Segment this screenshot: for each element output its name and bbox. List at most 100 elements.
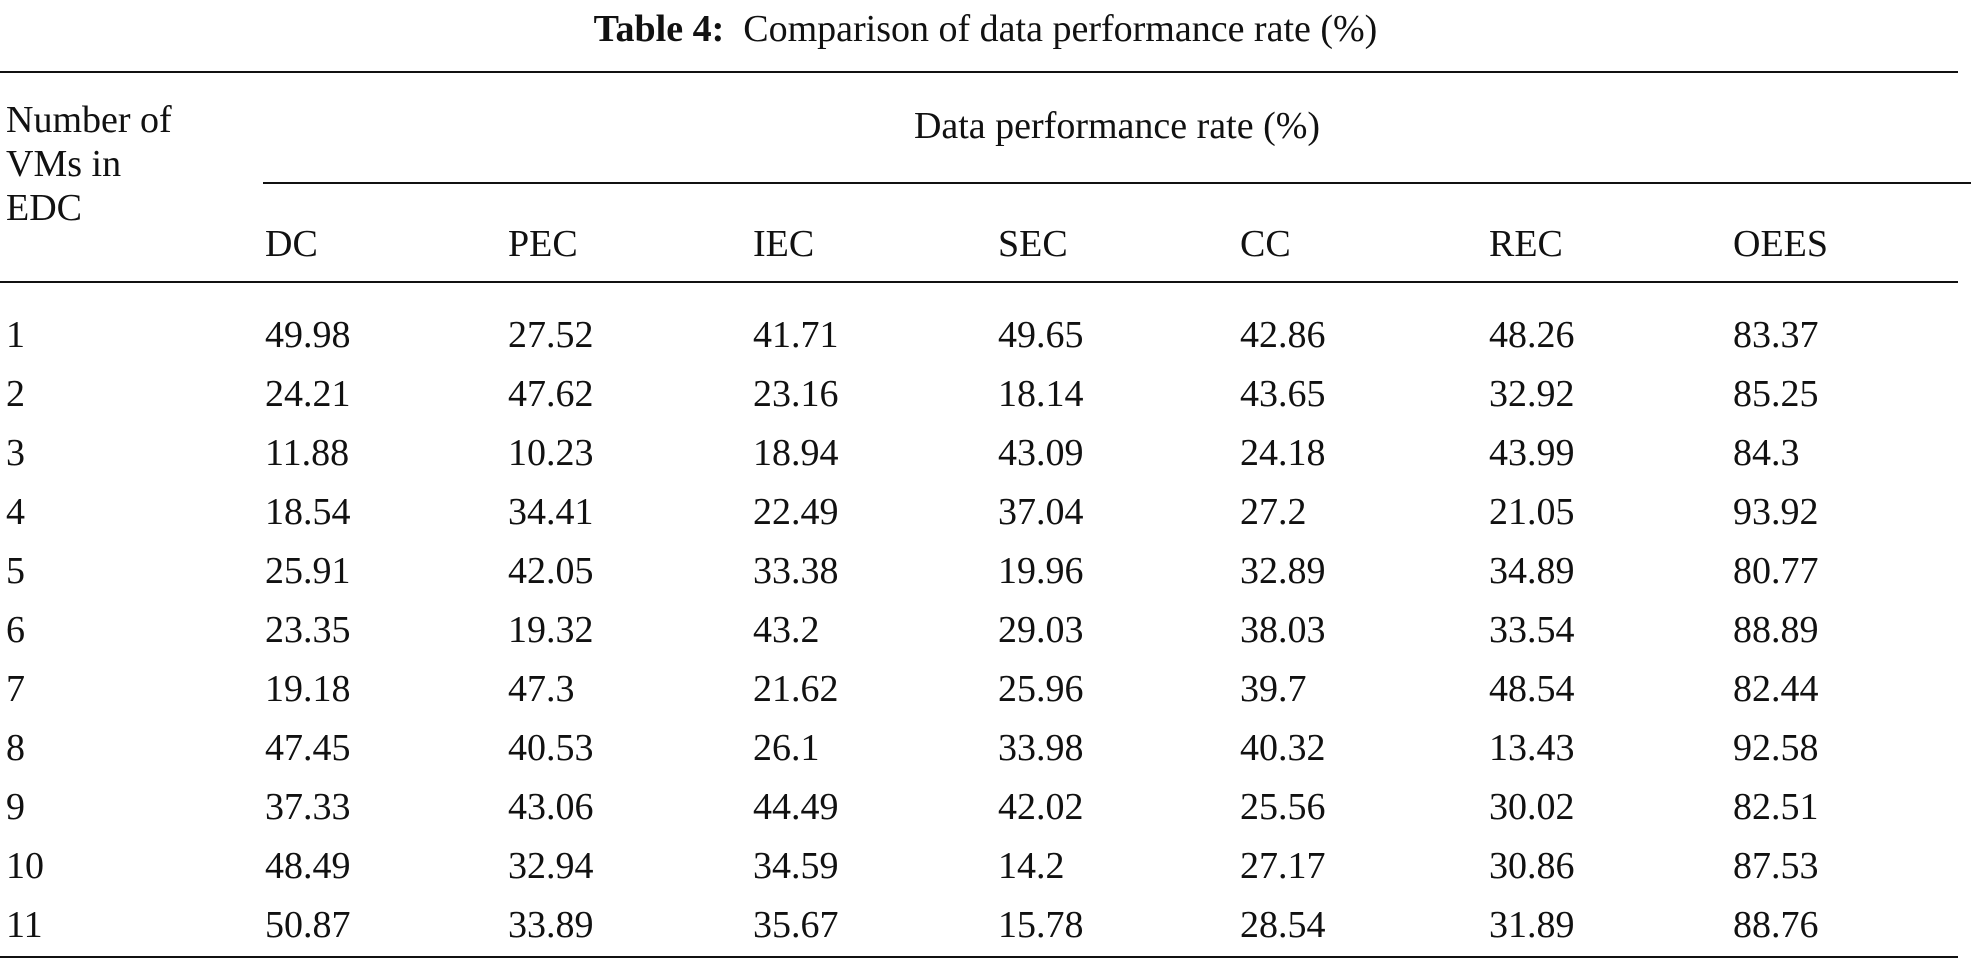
- value-cell-oees: 82.44: [1733, 668, 1819, 710]
- value-cell-pec: 42.05: [508, 550, 594, 592]
- value-cell-iec: 22.49: [753, 491, 839, 533]
- group-header-rule: [263, 182, 1971, 184]
- column-header-pec: PEC: [508, 223, 578, 265]
- value-cell-iec: 21.62: [753, 668, 839, 710]
- column-header-sec: SEC: [998, 223, 1068, 265]
- value-cell-cc: 43.65: [1240, 373, 1326, 415]
- value-cell-sec: 14.2: [998, 845, 1065, 887]
- caption-label: Table 4:: [593, 8, 725, 50]
- stub-header-line: VMs in: [6, 143, 122, 185]
- value-cell-cc: 38.03: [1240, 609, 1326, 651]
- value-cell-iec: 41.71: [753, 314, 839, 356]
- value-cell-sec: 42.02: [998, 786, 1084, 828]
- value-cell-dc: 23.35: [265, 609, 351, 651]
- value-cell-iec: 44.49: [753, 786, 839, 828]
- table-row: 1 49.98 27.52 41.71 49.65 42.86 48.26 83.37: [0, 306, 1958, 365]
- value-cell-dc: 11.88: [265, 432, 350, 474]
- vm-count-cell: 9: [6, 786, 25, 828]
- value-cell-oees: 82.51: [1733, 786, 1819, 828]
- value-cell-dc: 50.87: [265, 904, 351, 946]
- value-cell-oees: 88.76: [1733, 904, 1819, 946]
- column-header-cc: CC: [1240, 223, 1291, 265]
- column-header-rec: REC: [1489, 223, 1563, 265]
- value-cell-pec: 34.41: [508, 491, 594, 533]
- value-cell-pec: 40.53: [508, 727, 594, 769]
- stub-header-line: EDC: [6, 187, 82, 229]
- value-cell-dc: 47.45: [265, 727, 351, 769]
- value-cell-pec: 43.06: [508, 786, 594, 828]
- vm-count-cell: 10: [6, 845, 44, 887]
- value-cell-dc: 37.33: [265, 786, 351, 828]
- table-row: 6 23.35 19.32 43.2 29.03 38.03 33.54 88.89: [0, 601, 1958, 660]
- table-row: 2 24.21 47.62 23.16 18.14 43.65 32.92 85.25: [0, 365, 1958, 424]
- value-cell-oees: 92.58: [1733, 727, 1819, 769]
- value-cell-rec: 21.05: [1489, 491, 1575, 533]
- caption-text: Comparison of data performance rate (%): [743, 8, 1378, 50]
- vm-count-cell: 2: [6, 373, 25, 415]
- vm-count-cell: 8: [6, 727, 25, 769]
- top-rule: [0, 71, 1958, 73]
- value-cell-cc: 42.86: [1240, 314, 1326, 356]
- value-cell-pec: 32.94: [508, 845, 594, 887]
- group-header: Data performance rate (%): [913, 105, 1321, 147]
- value-cell-rec: 33.54: [1489, 609, 1575, 651]
- vm-count-cell: 11: [6, 904, 43, 946]
- bottom-rule: [0, 956, 1958, 958]
- value-cell-sec: 18.14: [998, 373, 1084, 415]
- value-cell-sec: 29.03: [998, 609, 1084, 651]
- value-cell-cc: 28.54: [1240, 904, 1326, 946]
- value-cell-rec: 48.26: [1489, 314, 1575, 356]
- value-cell-iec: 43.2: [753, 609, 820, 651]
- value-cell-rec: 31.89: [1489, 904, 1575, 946]
- value-cell-rec: 34.89: [1489, 550, 1575, 592]
- value-cell-rec: 13.43: [1489, 727, 1575, 769]
- table-row: 4 18.54 34.41 22.49 37.04 27.2 21.05 93.92: [0, 483, 1958, 542]
- stub-header-line: Number of: [6, 99, 172, 141]
- value-cell-pec: 33.89: [508, 904, 594, 946]
- value-cell-iec: 26.1: [753, 727, 820, 769]
- table-row: 9 37.33 43.06 44.49 42.02 25.56 30.02 82.51: [0, 778, 1958, 837]
- table-row: 10 48.49 32.94 34.59 14.2 27.17 30.86 87.53: [0, 837, 1958, 896]
- value-cell-pec: 27.52: [508, 314, 594, 356]
- value-cell-iec: 33.38: [753, 550, 839, 592]
- vm-count-cell: 3: [6, 432, 25, 474]
- column-header-iec: IEC: [753, 223, 815, 265]
- value-cell-iec: 23.16: [753, 373, 839, 415]
- column-header-dc: DC: [265, 223, 318, 265]
- vm-count-cell: 6: [6, 609, 25, 651]
- value-cell-dc: 25.91: [265, 550, 351, 592]
- value-cell-dc: 19.18: [265, 668, 351, 710]
- header-rule: [0, 281, 1958, 283]
- table-row: 3 11.88 10.23 18.94 43.09 24.18 43.99 84.3: [0, 424, 1958, 483]
- value-cell-cc: 25.56: [1240, 786, 1326, 828]
- value-cell-oees: 88.89: [1733, 609, 1819, 651]
- value-cell-pec: 47.62: [508, 373, 594, 415]
- value-cell-pec: 19.32: [508, 609, 594, 651]
- table-row: 5 25.91 42.05 33.38 19.96 32.89 34.89 80.77: [0, 542, 1958, 601]
- value-cell-dc: 18.54: [265, 491, 351, 533]
- value-cell-rec: 30.02: [1489, 786, 1575, 828]
- vm-count-cell: 7: [6, 668, 25, 710]
- value-cell-oees: 84.3: [1733, 432, 1800, 474]
- value-cell-cc: 40.32: [1240, 727, 1326, 769]
- value-cell-rec: 48.54: [1489, 668, 1575, 710]
- table-row: 7 19.18 47.3 21.62 25.96 39.7 48.54 82.44: [0, 660, 1958, 719]
- value-cell-rec: 30.86: [1489, 845, 1575, 887]
- value-cell-cc: 27.2: [1240, 491, 1307, 533]
- value-cell-rec: 43.99: [1489, 432, 1575, 474]
- value-cell-iec: 18.94: [753, 432, 839, 474]
- table-row: 11 50.87 33.89 35.67 15.78 28.54 31.89 88.76: [0, 896, 1958, 955]
- value-cell-sec: 37.04: [998, 491, 1084, 533]
- value-cell-rec: 32.92: [1489, 373, 1575, 415]
- value-cell-sec: 25.96: [998, 668, 1084, 710]
- value-cell-sec: 49.65: [998, 314, 1084, 356]
- value-cell-oees: 87.53: [1733, 845, 1819, 887]
- value-cell-oees: 80.77: [1733, 550, 1819, 592]
- stub-header: Number of VMs in EDC: [6, 98, 172, 230]
- value-cell-oees: 85.25: [1733, 373, 1819, 415]
- value-cell-dc: 48.49: [265, 845, 351, 887]
- value-cell-pec: 10.23: [508, 432, 594, 474]
- value-cell-sec: 15.78: [998, 904, 1084, 946]
- value-cell-sec: 33.98: [998, 727, 1084, 769]
- value-cell-oees: 93.92: [1733, 491, 1819, 533]
